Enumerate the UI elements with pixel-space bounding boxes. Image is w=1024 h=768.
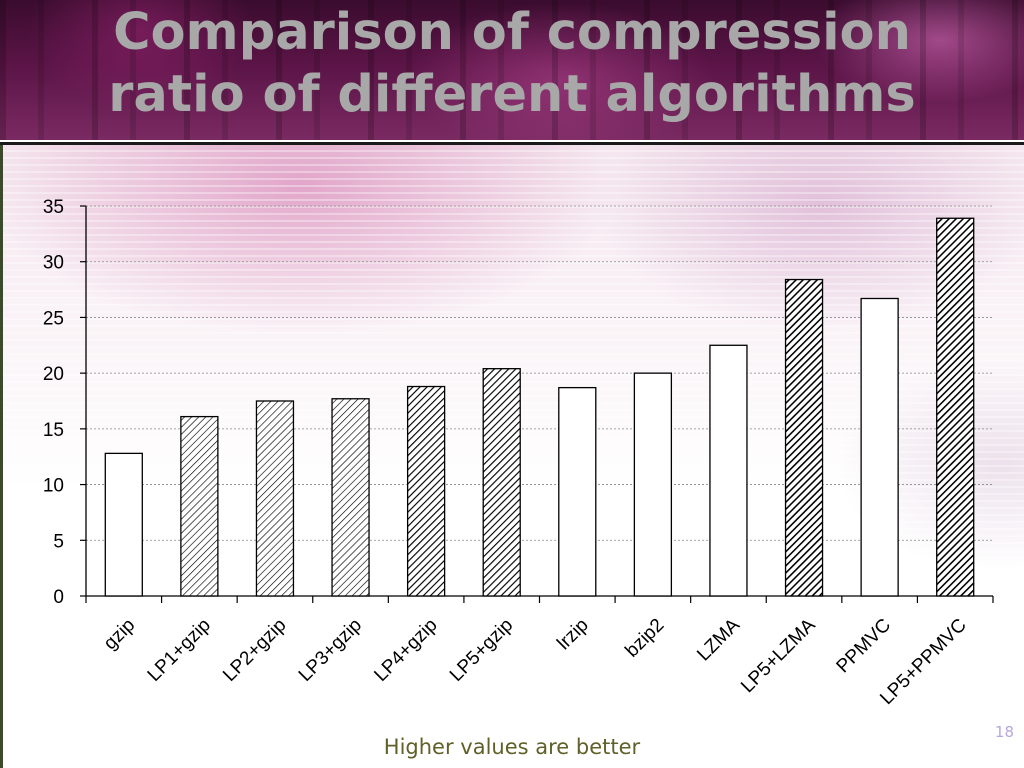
axes	[80, 205, 994, 603]
page-number: 18	[994, 723, 1014, 741]
bar-lrzip	[558, 386, 597, 597]
bar-lp2-gzip	[255, 400, 295, 597]
bar-lp5-lzma	[784, 278, 824, 597]
x-tick-label: LP5+gzip	[446, 615, 517, 686]
x-tick-label: LZMA	[693, 614, 744, 665]
left-edge-bar	[0, 145, 3, 768]
bars	[104, 217, 975, 597]
bar-lp4-gzip	[406, 385, 446, 597]
x-tick-label: bzip2	[621, 615, 668, 662]
y-tick-label: 20	[43, 364, 64, 385]
bar-gzip	[104, 452, 143, 597]
header-stripes	[0, 0, 1024, 140]
footer-note: Higher values are better	[383, 735, 641, 759]
slide-title-line-1: Comparison of compression	[113, 3, 911, 62]
y-tick-label: 25	[43, 308, 64, 329]
x-tick-labels: gzip LP1+gzip LP2+gzip LP3+gzip LP4+gzip LP5+…	[100, 614, 971, 709]
bar-lp5-gzip	[482, 368, 521, 597]
bar-ppmvc	[860, 297, 899, 597]
y-tick-label: 10	[43, 476, 64, 497]
bar-bzip2	[633, 372, 673, 597]
y-tick-label: 30	[43, 253, 64, 274]
bar-lp1-gzip	[180, 415, 219, 597]
y-tick-label: 35	[43, 197, 64, 218]
y-tick-label: 0	[53, 587, 64, 608]
x-tick-label: LP4+gzip	[370, 615, 441, 686]
y-tick-label: 5	[53, 531, 64, 552]
x-tick-label: LP3+gzip	[295, 615, 366, 686]
bar-lp5-ppmvc	[936, 217, 975, 597]
bar-lzma	[709, 344, 748, 597]
x-tick-label: gzip	[100, 615, 139, 654]
x-tick-label: LP5+LZMA	[737, 614, 820, 697]
y-tick-label: 15	[43, 420, 64, 441]
bar-lp3-gzip	[331, 398, 370, 597]
x-tick-label: LP1+gzip	[144, 615, 215, 686]
header-divider	[0, 142, 1024, 145]
header-background	[0, 0, 1024, 140]
x-tick-label: PPMVC	[833, 615, 896, 678]
y-tick-labels: 0 5 10 15 20 25 30 35	[43, 197, 64, 608]
slide-title-line-2: ratio of different algorithms	[108, 65, 916, 124]
slide-title: Comparison of compression ratio of diffe…	[40, 2, 984, 126]
x-tick-label: lrzip	[553, 615, 592, 654]
gridlines	[86, 205, 993, 541]
x-tick-label: LP2+gzip	[219, 615, 290, 686]
